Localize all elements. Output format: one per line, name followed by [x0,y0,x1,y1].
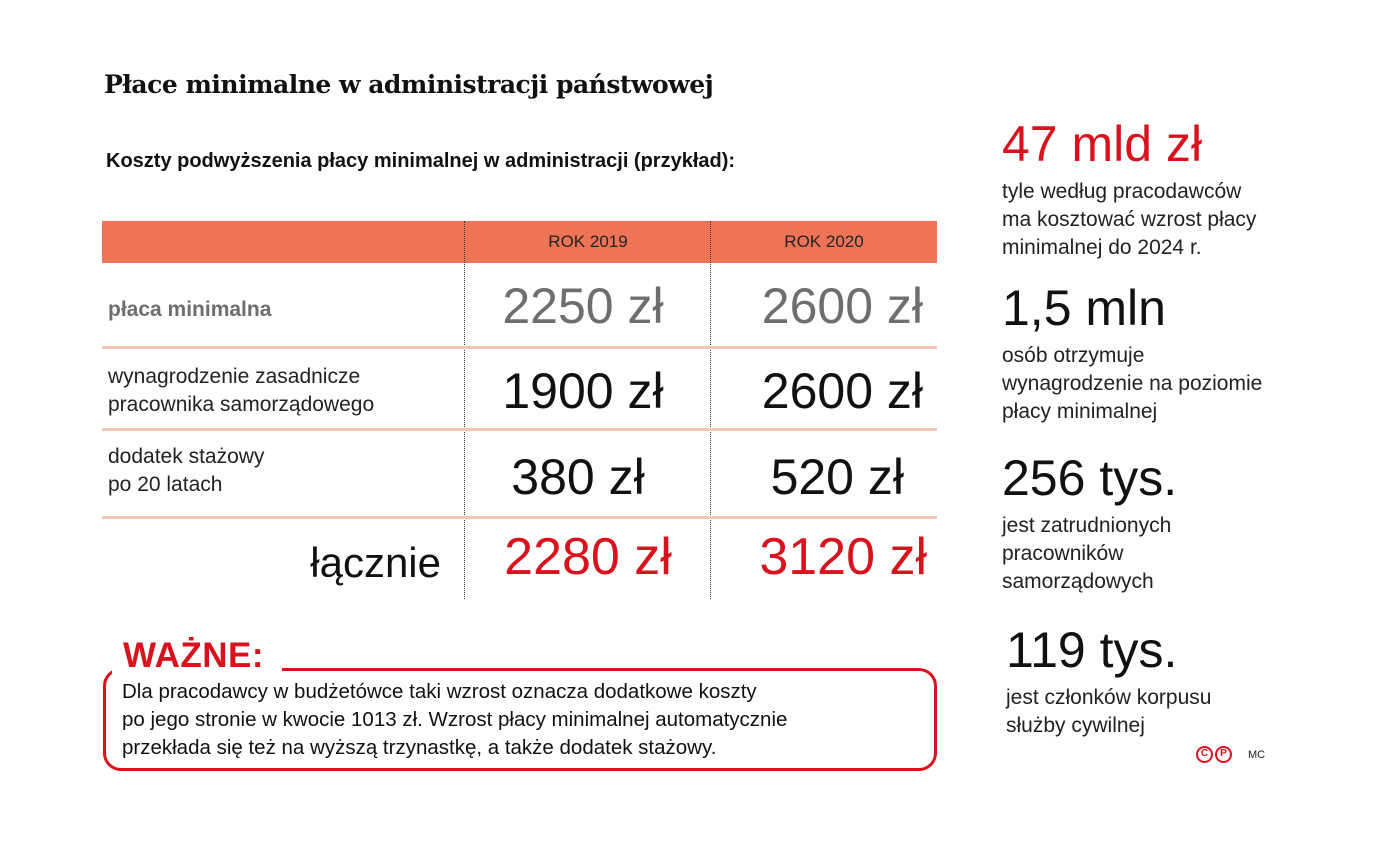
table-row-seniority-bonus: dodatek stażowy po 20 latach 380 zł 520 … [102,431,937,519]
column-divider [464,221,465,599]
total-2019: 2280 zł [504,528,672,586]
stat-line: osób otrzymuje [1002,344,1145,367]
note-line: po jego stronie w kwocie 1013 zł. Wzrost… [122,708,788,731]
row-label-line: wynagrodzenie zasadnicze [108,365,361,388]
stat-local-govt-workers: 256 tys. jest zatrudnionych pracowników … [1002,450,1177,596]
stat-line: minimalnej do 2024 r. [1002,236,1202,259]
total-2020: 3120 zł [759,528,927,586]
page-title: Płace minimalne w administracji państwow… [104,70,714,99]
important-note-title: WAŻNE: [123,636,271,676]
table-row-minimum-wage: płaca minimalna 2250 zł 2600 zł [102,263,937,349]
row-label-line: po 20 latach [108,473,223,496]
stat-description: jest członków korpusu służby cywilnej [1006,684,1211,740]
cost-table: ROK 2019 ROK 2020 płaca minimalna 2250 z… [102,221,937,599]
value-2020: 2600 zł [761,363,923,419]
row-separator [102,428,937,431]
table-row-base-salary: wynagrodzenie zasadnicze pracownika samo… [102,349,937,431]
column-divider [710,221,711,599]
phonogram-icon: P [1215,746,1232,763]
note-line: przekłada się też na wyższą trzynastkę, … [122,736,717,759]
stat-description: osób otrzymuje wynagrodzenie na poziomie… [1002,342,1262,426]
table-row-total: łącznie 2280 zł 3120 zł [102,519,937,599]
footer-credits: C P MC [1196,746,1265,763]
stat-line: jest członków korpusu [1006,686,1212,709]
value-2019: 2250 zł [502,278,664,334]
stat-line: pracowników [1002,542,1124,565]
author-credit: MC [1248,748,1266,761]
stat-value: 256 tys. [1002,450,1178,506]
row-separator [102,516,937,519]
table-subtitle: Koszty podwyższenia płacy minimalnej w a… [106,150,736,172]
row-label-line: pracownika samorządowego [108,393,375,416]
stat-line: tyle według pracodawców [1002,180,1242,203]
table-header: ROK 2019 ROK 2020 [102,221,937,263]
value-2019: 380 zł [511,449,645,505]
stat-cost-employers: 47 mld zł tyle według pracodawców ma kos… [1002,116,1256,262]
column-header-2020: ROK 2020 [784,232,864,251]
note-line: Dla pracodawcy w budżetówce taki wzrost … [122,680,757,703]
stat-description: jest zatrudnionych pracowników samorządo… [1002,512,1177,596]
stat-line: wynagrodzenie na poziomie [1002,372,1263,395]
column-header-2019: ROK 2019 [548,232,628,251]
row-label-line: dodatek stażowy [108,445,265,468]
stat-line: samorządowych [1002,570,1154,593]
stat-line: ma kosztować wzrost płacy [1002,208,1257,231]
important-note-box [103,668,937,771]
row-label: płaca minimalna [108,298,272,321]
stat-value: 1,5 mln [1002,280,1166,336]
value-2019: 1900 zł [502,363,664,419]
important-note-text: Dla pracodawcy w budżetówce taki wzrost … [122,678,922,762]
value-2020: 520 zł [770,449,904,505]
row-separator [102,346,937,349]
stat-description: tyle według pracodawców ma kosztować wzr… [1002,178,1256,262]
stat-civil-service: 119 tys. jest członków korpusu służby cy… [1006,622,1211,740]
stat-people-min-wage: 1,5 mln osób otrzymuje wynagrodzenie na … [1002,280,1262,426]
stat-line: płacy minimalnej [1002,400,1158,423]
stat-value: 119 tys. [1006,622,1178,678]
value-2020: 2600 zł [761,278,923,334]
stat-line: jest zatrudnionych [1002,514,1172,537]
stat-line: służby cywilnej [1006,714,1145,737]
row-label: wynagrodzenie zasadnicze pracownika samo… [108,363,374,419]
stat-value: 47 mld zł [1002,116,1203,172]
row-label-total: łącznie [310,539,441,586]
row-label: dodatek stażowy po 20 latach [108,443,264,499]
copyright-icon: C [1196,746,1213,763]
